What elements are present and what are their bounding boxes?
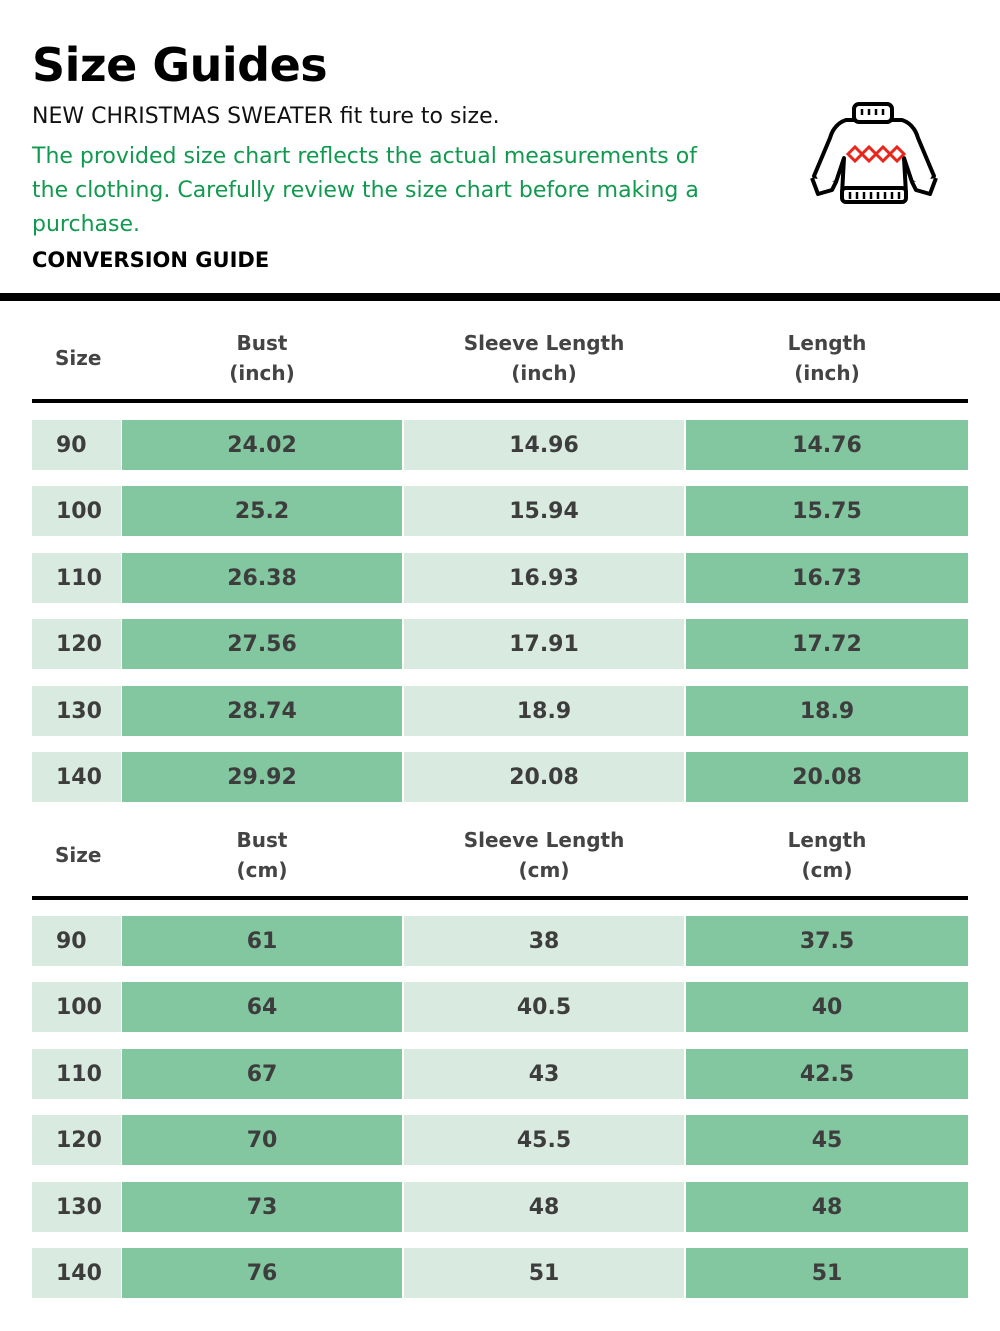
measurement-cell: 27.56 (122, 619, 402, 669)
measurement-cell: 51 (686, 1248, 968, 1298)
measurement-cell: 51 (404, 1248, 684, 1298)
column-header: Sleeve Length (cm) (404, 825, 684, 885)
column-header: Bust (cm) (122, 825, 402, 885)
header-unit: (cm) (801, 858, 853, 882)
header-rule (32, 399, 968, 403)
size-cell: 110 (32, 553, 121, 603)
size-cell: 130 (32, 1182, 121, 1232)
size-cell: 90 (32, 420, 121, 470)
measurement-cell: 17.91 (404, 619, 684, 669)
page-title: Size Guides (32, 38, 328, 92)
header-unit: (inch) (511, 361, 577, 385)
size-cell: 120 (32, 619, 121, 669)
size-cell: 120 (32, 1115, 121, 1165)
measurement-cell: 38 (404, 916, 684, 966)
measurement-cell: 18.9 (404, 686, 684, 736)
header-label: Bust (236, 828, 288, 852)
size-cell: 130 (32, 686, 121, 736)
measurement-cell: 29.92 (122, 752, 402, 802)
measurement-cell: 14.96 (404, 420, 684, 470)
measurement-cell: 67 (122, 1049, 402, 1099)
measurement-cell: 26.38 (122, 553, 402, 603)
measurement-cell: 28.74 (122, 686, 402, 736)
size-cell: 90 (32, 916, 121, 966)
measurement-cell: 20.08 (404, 752, 684, 802)
measurement-cell: 70 (122, 1115, 402, 1165)
measurement-cell: 76 (122, 1248, 402, 1298)
header-rule (32, 896, 968, 900)
subtitle: NEW CHRISTMAS SWEATER fit ture to size. (32, 104, 500, 129)
header-label: Size (55, 346, 102, 370)
sweater-icon (810, 102, 938, 204)
measurement-cell: 25.2 (122, 486, 402, 536)
size-cell: 140 (32, 1248, 121, 1298)
measurement-cell: 14.76 (686, 420, 968, 470)
measurement-cell: 37.5 (686, 916, 968, 966)
description: The provided size chart reflects the act… (32, 144, 699, 237)
column-header: Length (inch) (686, 328, 968, 388)
header-unit: (inch) (794, 361, 860, 385)
header-unit: (cm) (518, 858, 570, 882)
header-unit: (cm) (236, 858, 288, 882)
top-divider (0, 293, 1000, 301)
header-label: Length (787, 331, 867, 355)
column-header: Size (32, 343, 121, 373)
measurement-cell: 40.5 (404, 982, 684, 1032)
column-header: Length (cm) (686, 825, 968, 885)
measurement-cell: 20.08 (686, 752, 968, 802)
measurement-cell: 43 (404, 1049, 684, 1099)
measurement-cell: 18.9 (686, 686, 968, 736)
header-label: Length (787, 828, 867, 852)
measurement-cell: 73 (122, 1182, 402, 1232)
header-label: Sleeve Length (463, 828, 625, 852)
measurement-cell: 16.73 (686, 553, 968, 603)
header-label: Size (55, 843, 102, 867)
size-cell: 140 (32, 752, 121, 802)
measurement-cell: 17.72 (686, 619, 968, 669)
column-header: Sleeve Length (inch) (404, 328, 684, 388)
column-header: Bust (inch) (122, 328, 402, 388)
measurement-cell: 15.75 (686, 486, 968, 536)
conversion-guide-label: CONVERSION GUIDE (32, 248, 270, 272)
measurement-cell: 48 (686, 1182, 968, 1232)
measurement-cell: 15.94 (404, 486, 684, 536)
size-cell: 100 (32, 486, 121, 536)
measurement-cell: 40 (686, 982, 968, 1032)
measurement-cell: 16.93 (404, 553, 684, 603)
column-header: Size (32, 840, 121, 870)
measurement-cell: 42.5 (686, 1049, 968, 1099)
measurement-cell: 45 (686, 1115, 968, 1165)
size-cell: 100 (32, 982, 121, 1032)
measurement-cell: 61 (122, 916, 402, 966)
measurement-cell: 45.5 (404, 1115, 684, 1165)
measurement-cell: 24.02 (122, 420, 402, 470)
measurement-cell: 48 (404, 1182, 684, 1232)
measurement-cell: 64 (122, 982, 402, 1032)
header-label: Bust (236, 331, 288, 355)
header-label: Sleeve Length (463, 331, 625, 355)
header-unit: (inch) (229, 361, 295, 385)
size-cell: 110 (32, 1049, 121, 1099)
